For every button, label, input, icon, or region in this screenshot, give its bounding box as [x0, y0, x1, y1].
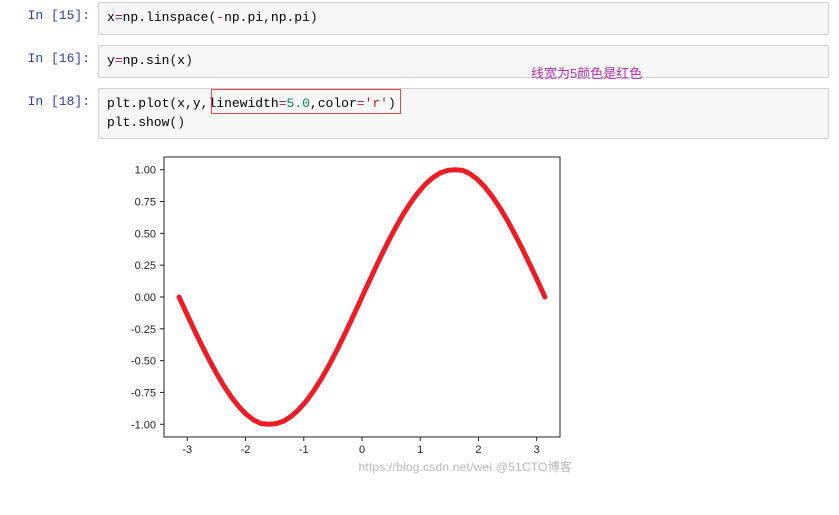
prompt-label: In	[28, 51, 51, 66]
svg-text:-2: -2	[241, 444, 251, 456]
svg-text:1.00: 1.00	[135, 165, 156, 177]
output-row: -1.00 -0.75 -0.50 -0.25 0.00 0.25 0.50 0.75 1.00…	[0, 147, 839, 477]
code-line: plt.plot(x,y,linewidth=5.0,color='r')	[107, 95, 820, 114]
prompt-num: [16]:	[51, 51, 90, 66]
watermark-text: https://blog.csdn.net/wei @51CTO博客	[358, 458, 572, 475]
plot-output: -1.00 -0.75 -0.50 -0.25 0.00 0.25 0.50 0.75 1.00…	[98, 147, 578, 477]
code-line: x=np.linspace(-np.pi,np.pi)	[107, 9, 820, 28]
svg-text:1: 1	[417, 444, 423, 456]
cell-15: In [15]: x=np.linspace(-np.pi,np.pi)	[0, 0, 839, 43]
svg-text:0.25: 0.25	[135, 261, 156, 273]
svg-text:0: 0	[359, 444, 365, 456]
input-area-18[interactable]: plt.plot(x,y,linewidth=5.0,color='r') pl…	[98, 88, 829, 140]
prompt-15: In [15]:	[0, 2, 98, 23]
svg-text:3: 3	[534, 444, 540, 456]
svg-text:-0.75: -0.75	[131, 388, 156, 400]
svg-text:-1.00: -1.00	[131, 420, 156, 432]
code-line: y=np.sin(x)	[107, 52, 820, 71]
prompt-16: In [16]:	[0, 45, 98, 66]
svg-text:0.75: 0.75	[135, 197, 156, 209]
annotation-text: 线宽为5颜色是红色	[531, 63, 642, 82]
input-area-16[interactable]: y=np.sin(x)	[98, 45, 829, 78]
prompt-label: In	[28, 94, 51, 109]
svg-text:0.00: 0.00	[135, 292, 156, 304]
svg-text:-0.50: -0.50	[131, 356, 156, 368]
svg-text:-3: -3	[182, 444, 192, 456]
svg-text:-0.25: -0.25	[131, 324, 156, 336]
svg-text:2: 2	[475, 444, 481, 456]
svg-text:-1: -1	[299, 444, 309, 456]
input-area-15[interactable]: x=np.linspace(-np.pi,np.pi)	[98, 2, 829, 35]
cell-16: In [16]: y=np.sin(x)	[0, 43, 839, 86]
prompt-label: In	[28, 8, 51, 23]
svg-text:0.50: 0.50	[135, 229, 156, 241]
sine-chart: -1.00 -0.75 -0.50 -0.25 0.00 0.25 0.50 0.75 1.00…	[98, 147, 578, 477]
prompt-spacer	[0, 147, 98, 477]
prompt-num: [15]:	[51, 8, 90, 23]
cell-18: In [18]: plt.plot(x,y,linewidth=5.0,colo…	[0, 86, 839, 148]
prompt-18: In [18]:	[0, 88, 98, 109]
prompt-num: [18]:	[51, 94, 90, 109]
code-line: plt.show()	[107, 114, 820, 133]
